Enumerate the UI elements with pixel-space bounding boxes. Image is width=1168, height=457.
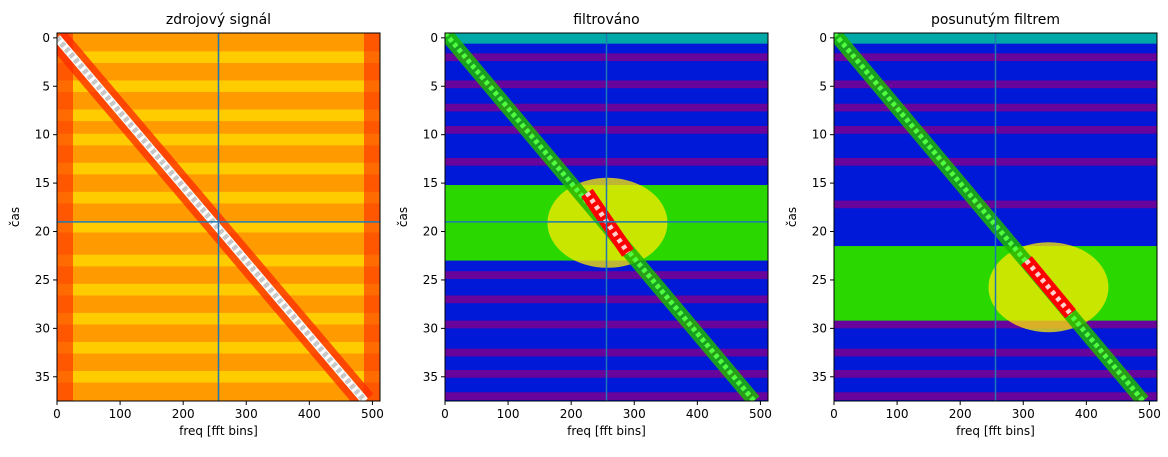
heatmap-edge: [57, 33, 73, 401]
chart-title: zdrojový signál: [166, 12, 271, 28]
y-axis-label: čas: [396, 207, 410, 227]
y-tick-label: 5: [42, 79, 50, 93]
axes-frame: [833, 32, 1158, 402]
ridge-texture: [57, 35, 368, 401]
y-tick-label: 30: [35, 321, 50, 335]
x-tick-label: 400: [298, 407, 321, 421]
x-tick-label: 400: [686, 407, 709, 421]
x-tick-label: 500: [361, 407, 384, 421]
x-tick-label: 100: [886, 407, 909, 421]
y-tick-label: 15: [423, 176, 438, 190]
x-tick-label: 200: [949, 407, 972, 421]
x-tick-label: 500: [749, 407, 772, 421]
heatmap-image: [834, 33, 1157, 401]
y-tick-label: 0: [42, 31, 50, 45]
x-tick-label: 100: [109, 407, 132, 421]
x-tick-label: 0: [53, 407, 61, 421]
heatmap-image: [57, 33, 380, 401]
x-tick-label: 200: [172, 407, 195, 421]
y-tick-label: 20: [35, 225, 50, 239]
y-tick-label: 10: [423, 128, 438, 142]
ridge-core: [834, 33, 1146, 401]
y-axis-label: čas: [785, 207, 799, 227]
y-tick-label: 20: [812, 225, 827, 239]
x-axis-label: freq [fft bins]: [567, 424, 646, 438]
y-tick-label: 5: [819, 79, 827, 93]
heatmap-edge: [364, 33, 380, 401]
hot-segment-core: [1024, 258, 1073, 316]
x-tick-label: 200: [560, 407, 583, 421]
y-tick-label: 15: [35, 176, 50, 190]
x-tick-label: 300: [235, 407, 258, 421]
chart-title: filtrováno: [573, 12, 640, 28]
y-tick-label: 30: [423, 321, 438, 335]
x-tick-label: 500: [1138, 407, 1161, 421]
y-tick-label: 30: [812, 321, 827, 335]
axes-frame: [444, 32, 769, 402]
heatmap-image: [445, 33, 768, 401]
axes-frame: [56, 32, 381, 402]
y-tick-label: 10: [35, 128, 50, 142]
x-tick-label: 0: [830, 407, 838, 421]
x-axis-label: freq [fft bins]: [956, 424, 1035, 438]
chart-title: posunutým filtrem: [931, 12, 1060, 28]
y-tick-label: 35: [812, 370, 827, 384]
x-tick-label: 0: [441, 407, 449, 421]
y-tick-label: 0: [819, 31, 827, 45]
y-tick-label: 15: [812, 176, 827, 190]
y-axis-label: čas: [8, 207, 22, 227]
x-tick-label: 300: [623, 407, 646, 421]
hot-segment: [581, 188, 634, 257]
y-tick-label: 35: [423, 370, 438, 384]
x-tick-label: 100: [497, 407, 520, 421]
y-tick-label: 10: [812, 128, 827, 142]
y-tick-label: 20: [423, 225, 438, 239]
y-tick-label: 25: [812, 273, 827, 287]
y-tick-label: 5: [430, 79, 438, 93]
y-tick-label: 0: [430, 31, 438, 45]
x-axis-label: freq [fft bins]: [179, 424, 258, 438]
x-tick-label: 400: [1075, 407, 1098, 421]
y-tick-label: 25: [423, 273, 438, 287]
y-tick-label: 25: [35, 273, 50, 287]
x-tick-label: 300: [1012, 407, 1035, 421]
y-tick-label: 35: [35, 370, 50, 384]
